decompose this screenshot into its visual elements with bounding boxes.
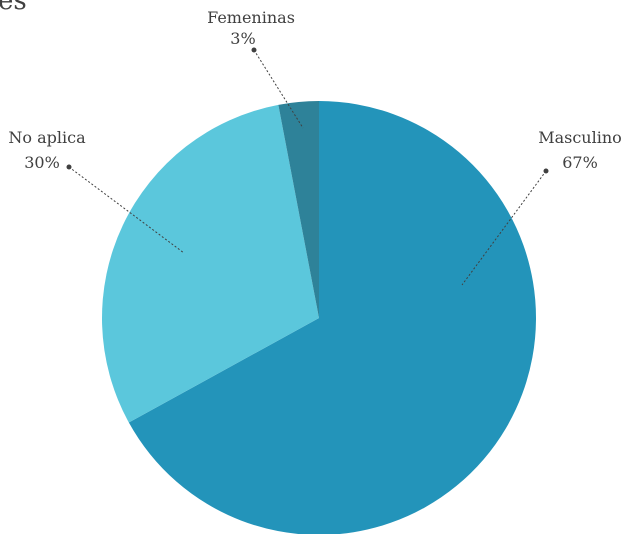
pie-slice-femeninas bbox=[278, 101, 319, 318]
leader-dot-masculino bbox=[543, 168, 549, 174]
label-masculino-name: Masculino bbox=[538, 128, 622, 147]
leader-lines bbox=[66, 47, 549, 286]
pie-slice-masculino bbox=[128, 101, 536, 534]
label-femeninas-value: 3% bbox=[230, 29, 255, 48]
label-noaplica-name: No aplica bbox=[8, 128, 86, 147]
label-masculino-value: 67% bbox=[562, 153, 598, 172]
label-noaplica-value: 30% bbox=[24, 153, 60, 172]
label-femeninas-name: Femeninas bbox=[207, 8, 295, 27]
chart-title: es bbox=[0, 0, 27, 16]
leader-dot-femeninas bbox=[251, 47, 257, 53]
pie-slices bbox=[101, 101, 536, 534]
leader-dot-no-aplica bbox=[66, 164, 72, 170]
pie-slice-no-aplica bbox=[101, 104, 319, 423]
slice-labels: Masculino 67% No aplica 30% Femeninas 3% bbox=[8, 8, 621, 172]
leader-line-femeninas bbox=[253, 49, 304, 129]
